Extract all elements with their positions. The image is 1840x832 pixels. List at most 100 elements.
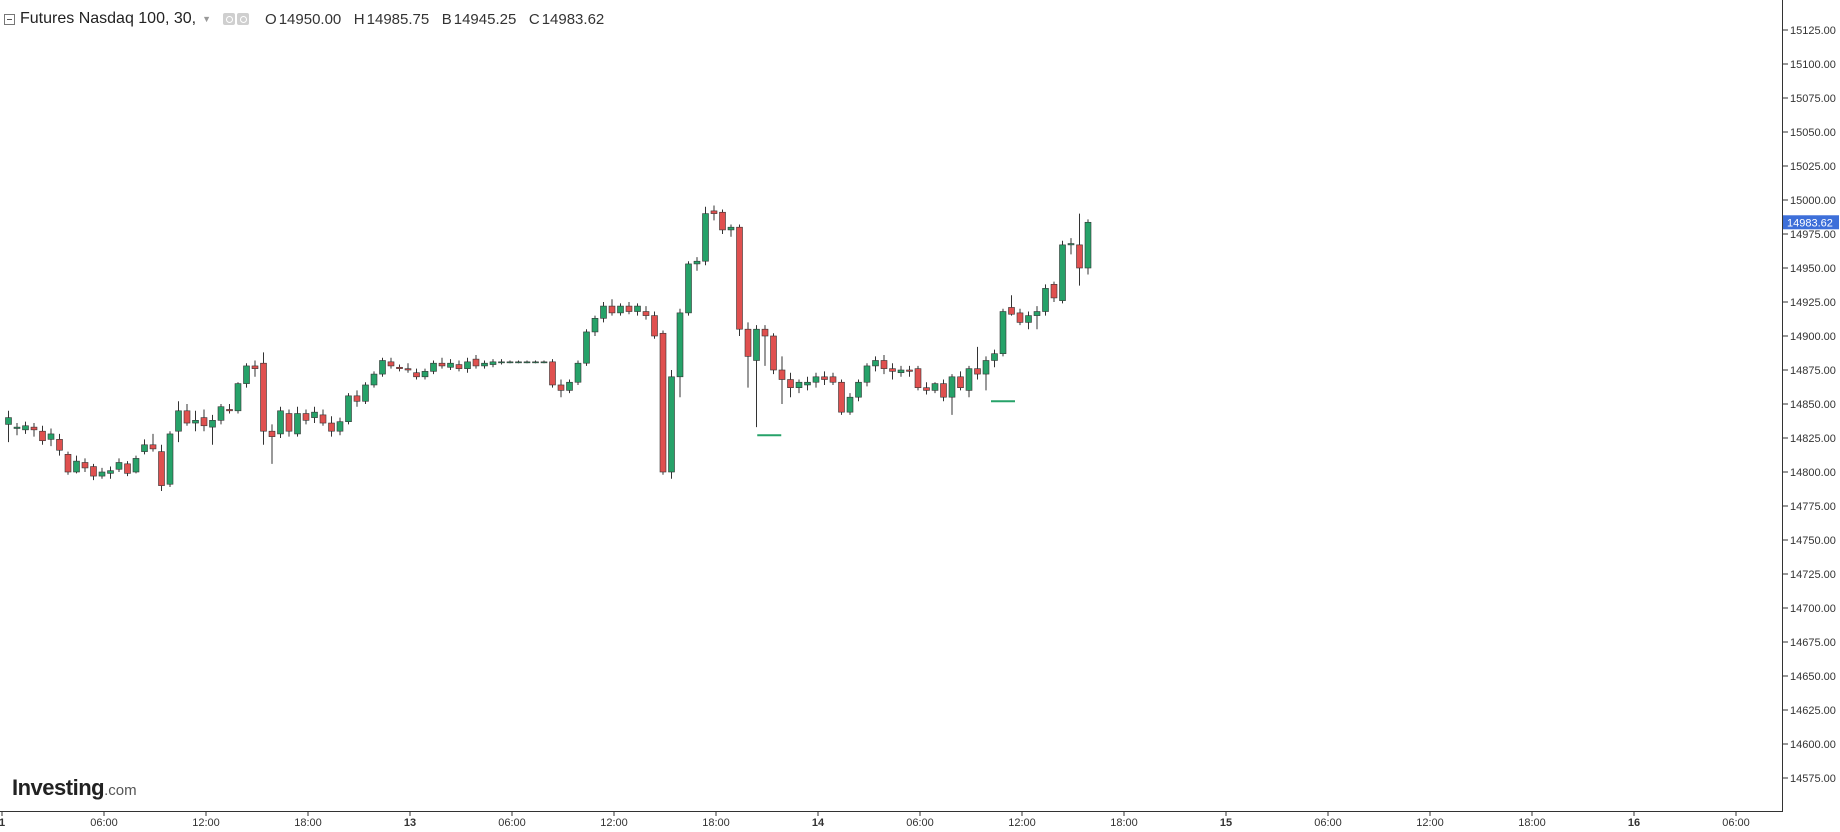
candle[interactable] <box>141 439 148 455</box>
candle[interactable] <box>472 355 480 369</box>
settings-icon[interactable] <box>223 13 236 25</box>
candle[interactable] <box>379 357 386 377</box>
candle[interactable] <box>217 404 225 425</box>
candle[interactable] <box>1050 281 1058 302</box>
candle[interactable] <box>812 372 820 388</box>
candle[interactable] <box>430 360 437 375</box>
candle[interactable] <box>209 414 216 445</box>
candle[interactable] <box>821 371 828 385</box>
candle[interactable] <box>421 368 429 380</box>
candle[interactable] <box>778 356 786 404</box>
candle[interactable] <box>855 379 862 402</box>
candle[interactable] <box>948 374 956 415</box>
candle[interactable] <box>336 417 344 436</box>
candle[interactable] <box>251 360 259 377</box>
price-axis[interactable]: 15125.00 15100.00 15075.00 15050.00 15025.00… <box>1783 25 1836 785</box>
candle[interactable] <box>540 360 548 364</box>
candle[interactable] <box>872 356 879 372</box>
candle[interactable] <box>659 330 667 475</box>
candle[interactable] <box>753 325 760 428</box>
candle[interactable] <box>56 433 63 456</box>
candle[interactable] <box>345 393 352 425</box>
candle[interactable] <box>404 363 412 373</box>
candle[interactable] <box>183 404 191 426</box>
candle[interactable] <box>889 363 896 380</box>
candle[interactable] <box>744 322 752 388</box>
candle[interactable] <box>702 206 709 266</box>
candle[interactable] <box>591 315 599 336</box>
candle[interactable] <box>923 382 930 395</box>
candle[interactable] <box>957 371 964 391</box>
candle[interactable] <box>897 365 905 377</box>
candle[interactable] <box>124 461 131 477</box>
candle[interactable] <box>268 424 276 464</box>
candle[interactable] <box>464 357 471 373</box>
candle[interactable] <box>761 325 769 366</box>
candle[interactable] <box>498 359 505 365</box>
chevron-down-icon[interactable]: ▼ <box>202 14 212 24</box>
candle[interactable] <box>455 360 463 372</box>
candle[interactable] <box>132 455 140 474</box>
candle[interactable] <box>625 302 633 315</box>
candle[interactable] <box>362 382 369 404</box>
candle[interactable] <box>557 379 565 398</box>
candle[interactable] <box>965 365 973 398</box>
candle[interactable] <box>668 370 675 479</box>
time-axis[interactable]: 1 06:00 12:00 18:00 13 06:00 12:00 18:00 14 06:00… <box>0 812 1750 829</box>
candle[interactable] <box>302 409 310 425</box>
candle[interactable] <box>115 458 123 472</box>
candle[interactable] <box>158 444 165 492</box>
candle[interactable] <box>1059 240 1066 304</box>
candle[interactable] <box>438 357 446 369</box>
candle[interactable] <box>1033 306 1041 330</box>
candle[interactable] <box>5 410 12 443</box>
candle[interactable] <box>311 406 318 424</box>
candle[interactable] <box>1025 311 1032 330</box>
candle[interactable] <box>489 359 497 368</box>
candle[interactable] <box>991 349 998 368</box>
candle[interactable] <box>30 423 38 437</box>
candle[interactable] <box>1067 238 1075 255</box>
candle[interactable] <box>574 360 582 385</box>
candle[interactable] <box>617 303 624 316</box>
candle[interactable] <box>387 357 395 369</box>
candle[interactable] <box>549 359 556 388</box>
candle[interactable] <box>770 333 777 375</box>
candle[interactable] <box>566 379 573 394</box>
candle[interactable] <box>107 466 114 479</box>
candle[interactable] <box>506 360 514 364</box>
candle[interactable] <box>863 363 871 387</box>
candle[interactable] <box>795 379 803 394</box>
candle[interactable] <box>1008 295 1015 316</box>
candle[interactable] <box>651 311 658 339</box>
candle[interactable] <box>1016 308 1024 326</box>
candle[interactable] <box>838 379 845 415</box>
candle[interactable] <box>90 463 97 481</box>
candle[interactable] <box>285 409 293 437</box>
candle[interactable] <box>260 352 267 445</box>
candle[interactable] <box>1084 219 1092 275</box>
visibility-icon[interactable] <box>237 13 250 25</box>
candle[interactable] <box>328 416 335 437</box>
candle[interactable] <box>353 390 361 407</box>
candle[interactable] <box>64 451 72 475</box>
candle[interactable] <box>396 364 403 372</box>
candle[interactable] <box>1042 284 1049 316</box>
candle[interactable] <box>166 431 174 487</box>
candle[interactable] <box>880 355 888 375</box>
candle[interactable] <box>481 360 488 369</box>
candle[interactable] <box>642 306 650 320</box>
candle[interactable] <box>192 410 199 432</box>
candle[interactable] <box>370 371 378 388</box>
candle[interactable] <box>523 360 531 364</box>
candle[interactable] <box>319 409 327 426</box>
candle[interactable] <box>47 428 55 447</box>
candle[interactable] <box>710 205 718 221</box>
candle[interactable] <box>693 257 701 271</box>
candle[interactable] <box>532 360 539 364</box>
candle[interactable] <box>906 365 913 377</box>
candle[interactable] <box>226 404 233 414</box>
candle[interactable] <box>39 425 46 445</box>
symbol-label[interactable]: Futures Nasdaq 100, 30, <box>20 10 197 27</box>
